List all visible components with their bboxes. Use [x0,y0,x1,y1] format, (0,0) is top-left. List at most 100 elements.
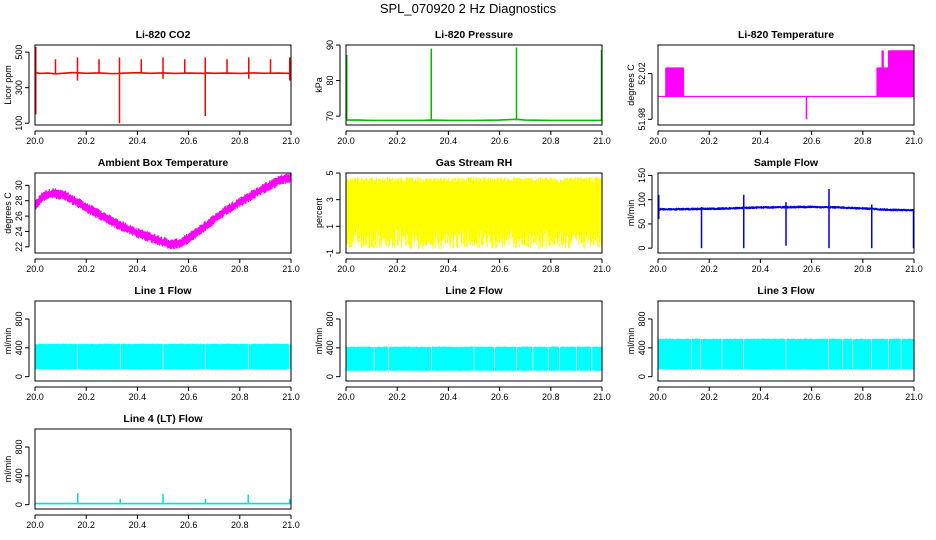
x-tick-label: 20.6 [803,264,821,274]
data-band [887,50,914,97]
panel-title: Sample Flow [754,157,819,169]
x-tick-label: 20.8 [854,264,872,274]
x-tick-label: 20.6 [180,392,198,402]
x-tick-label: 20.6 [180,264,198,274]
y-axis-label: Licor ppm [3,65,13,105]
y-tick-label: 1 [325,224,335,229]
panel-data-9 [35,493,291,505]
panel-frame [34,172,292,254]
y-tick-label: 26 [14,211,24,221]
x-tick-label: 21.0 [282,520,300,530]
x-tick-label: 21.0 [905,392,923,402]
panel-title: Li-820 CO2 [136,29,191,41]
x-tick-label: 21.0 [905,264,923,274]
y-tick-label: 800 [14,440,24,455]
panel-frame [345,300,603,382]
x-tick-label: 20.2 [77,264,95,274]
x-tick-label: 20.2 [77,520,95,530]
y-tick-label: 28 [14,196,24,206]
y-tick-label: 500 [14,45,24,60]
panel-data-8 [658,338,914,370]
x-tick-label: 20.8 [231,392,249,402]
y-tick-label: 80 [325,76,335,86]
y-axis-label: ml/min [3,328,13,355]
x-tick-label: 20.2 [700,264,718,274]
y-tick-label: 22 [14,242,24,252]
panel-title: Li-820 Temperature [738,29,834,41]
panel-frame [345,172,603,254]
panel-data-2 [658,50,914,120]
panel-title: Line 1 Flow [134,285,192,297]
panel-3: Ambient Box Temperature degrees C 20.0 20.2… [3,157,300,274]
y-tick-label: 50 [637,219,647,229]
x-tick-label: 20.6 [180,520,198,530]
panel-frame [345,44,603,126]
x-tick-label: 20.8 [231,520,249,530]
x-tick-label: 20.8 [231,264,249,274]
y-axis-label: ml/min [3,456,13,483]
panel-data-7 [346,346,602,371]
y-axis-label: ml/min [314,328,324,355]
y-tick-label: 3 [325,197,335,202]
y-tick-label: 400 [14,340,24,355]
data-series-line [35,173,291,250]
y-tick-label: 52.02 [637,62,647,85]
data-band [35,343,291,370]
panel-title: Line 2 Flow [445,285,503,297]
y-axis-label: ml/min [626,200,636,227]
y-tick-label: 0 [325,374,335,379]
x-tick-label: 20.0 [337,264,355,274]
y-tick-label: 300 [14,80,24,95]
x-tick-label: 20.4 [129,392,147,402]
y-tick-label: 400 [325,340,335,355]
panel-7: Line 2 Flow ml/min 20.0 20.2 20.4 20.6 20.8 21.… [314,285,611,402]
panel-frame [34,44,292,126]
x-tick-label: 20.2 [77,136,95,146]
y-tick-label: 0 [14,502,24,507]
y-tick-label: 800 [14,312,24,327]
x-tick-label: 20.8 [231,136,249,146]
x-tick-label: 20.6 [180,136,198,146]
x-tick-label: 20.0 [26,520,44,530]
panel-data-4 [346,177,602,249]
x-tick-label: 21.0 [593,392,611,402]
panel-4: Gas Stream RH percent 20.0 20.2 20.4 20.6 20.8… [314,157,611,274]
x-tick-label: 20.0 [649,264,667,274]
panel-frame [34,428,292,510]
panel-frame [657,172,915,254]
x-tick-label: 21.0 [593,264,611,274]
x-tick-label: 20.2 [700,392,718,402]
x-tick-label: 20.6 [803,136,821,146]
y-tick-label: 0 [14,374,24,379]
x-tick-label: 20.4 [440,136,458,146]
y-tick-label: 100 [14,116,24,131]
data-band [665,67,685,97]
y-axis-label: degrees C [626,64,636,106]
x-tick-label: 20.4 [752,392,770,402]
y-tick-label: 100 [637,192,647,207]
panel-title: Ambient Box Temperature [98,157,229,169]
y-tick-label: 24 [14,226,24,236]
y-tick-label: 800 [325,312,335,327]
y-tick-label: 5 [325,170,335,175]
x-tick-label: 20.8 [542,136,560,146]
x-tick-label: 20.0 [26,136,44,146]
x-tick-label: 20.0 [337,136,355,146]
panel-data-5 [658,189,914,249]
y-axis-label: percent [314,197,324,228]
panel-frame [657,300,915,382]
x-tick-label: 20.2 [700,136,718,146]
panel-data-0 [35,46,291,124]
x-tick-label: 20.2 [388,264,406,274]
panel-data-1 [346,47,602,122]
x-tick-label: 20.6 [803,392,821,402]
y-tick-label: 90 [325,40,335,50]
y-axis-label: ml/min [626,328,636,355]
panel-6: Line 1 Flow ml/min 20.0 20.2 20.4 20.6 20.8 21.… [3,285,300,402]
x-tick-label: 20.0 [337,392,355,402]
y-tick-label: 150 [637,168,647,183]
x-tick-label: 20.0 [649,136,667,146]
x-tick-label: 20.8 [854,392,872,402]
x-tick-label: 20.6 [491,392,509,402]
